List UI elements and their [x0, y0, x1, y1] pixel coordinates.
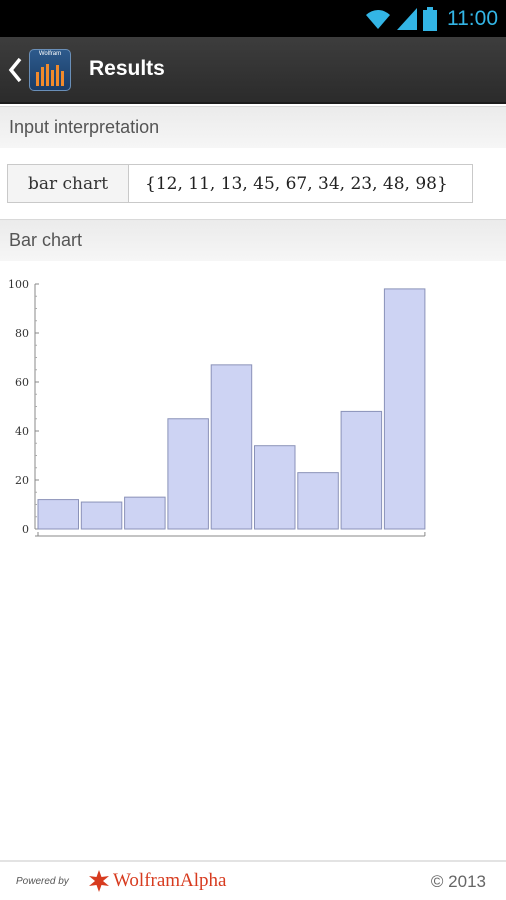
back-chevron-icon[interactable]: [8, 57, 22, 83]
action-bar: Wolfram Results: [0, 37, 506, 104]
wolfram-spikey-icon: [89, 870, 109, 892]
wolframalpha-logo[interactable]: WolframAlpha: [88, 870, 227, 892]
y-tick-label: 40: [15, 425, 29, 438]
bar-chart-svg: 0 20 40 60 80 100: [8, 278, 426, 537]
input-interpretation-table: bar chart {12, 11, 13, 45, 67, 34, 23, 4…: [7, 164, 473, 203]
bar-chart-icon: [36, 64, 64, 86]
signal-icon: [397, 7, 417, 30]
bar: [210, 364, 253, 530]
status-bar: 11:00: [0, 0, 506, 37]
screen-title: Results: [89, 57, 165, 80]
interpretation-value: {12, 11, 13, 45, 67, 34, 23, 48, 98}: [145, 173, 448, 194]
status-icons: 11:00: [365, 0, 498, 37]
wolframalpha-wordmark: WolframAlpha: [113, 870, 227, 891]
input-interpretation-header: Input interpretation: [0, 106, 506, 148]
powered-by-label: Powered by: [16, 876, 69, 887]
bar: [37, 499, 79, 530]
y-tick-label: 20: [15, 474, 29, 487]
bar: [167, 418, 209, 530]
bar: [340, 410, 383, 530]
bar: [297, 472, 339, 530]
bar: [124, 496, 166, 530]
clock: 11:00: [447, 6, 498, 30]
bar-chart: 0 20 40 60 80 100: [0, 268, 506, 548]
bar: [254, 445, 296, 530]
app-logo-text: Wolfram: [38, 51, 62, 57]
y-tick-label: 60: [15, 376, 29, 389]
y-tick-label: 100: [8, 278, 29, 291]
bar: [80, 501, 123, 530]
copyright: © 2013: [430, 872, 486, 891]
y-tick-label: 80: [15, 327, 29, 340]
footer: Powered by WolframAlpha © 2013: [0, 860, 506, 900]
bar-chart-header: Bar chart: [0, 219, 506, 261]
bar-chart-title: Bar chart: [9, 230, 83, 250]
app-logo[interactable]: Wolfram: [29, 49, 71, 91]
bar: [383, 288, 426, 530]
battery-icon: [423, 6, 437, 31]
input-interpretation-title: Input interpretation: [9, 117, 160, 137]
interpretation-label: bar chart: [8, 165, 129, 202]
y-tick-label: 0: [22, 523, 29, 536]
wifi-icon: [366, 9, 390, 29]
